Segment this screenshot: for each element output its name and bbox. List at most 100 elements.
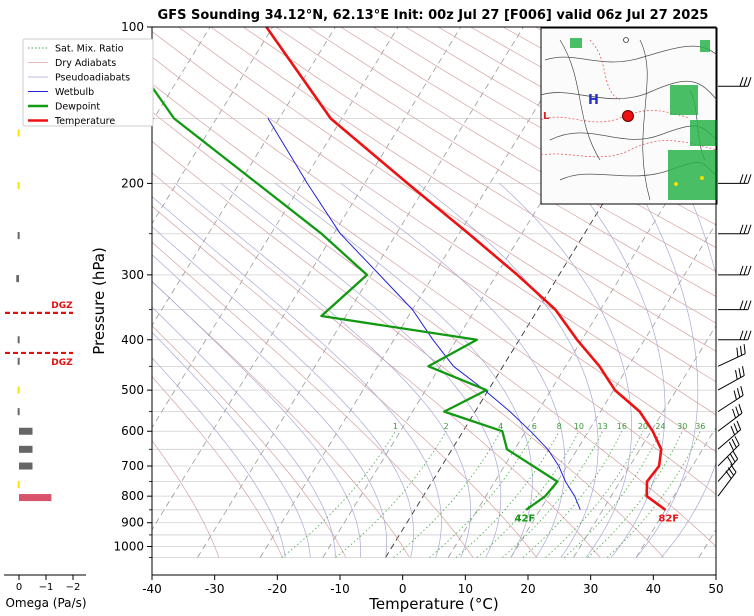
- y-tick-label: 200: [121, 176, 144, 190]
- y-axis-label: Pressure (hPa): [90, 247, 108, 355]
- x-tick-label: 20: [520, 582, 535, 596]
- x-tick-label: -10: [330, 582, 350, 596]
- barb-feather: [734, 436, 740, 446]
- wind-barb-shaft: [717, 366, 745, 391]
- legend: Sat. Mix. Ratio Dry Adiabats Pseudoadiabat…: [22, 38, 154, 127]
- pseudoadiabat: [175, 183, 471, 558]
- isotherm: [0, 27, 22, 558]
- plot-grid: [0, 27, 716, 558]
- legend-label: Dewpoint: [55, 102, 100, 113]
- wind-barb-shaft: [717, 404, 743, 432]
- omega-axis-label: Omega (Pa/s): [5, 596, 86, 610]
- x-tick-label: 40: [646, 582, 661, 596]
- wind-barb: [718, 77, 752, 87]
- y-tick-label: 900: [121, 516, 144, 530]
- x-tick-label: 50: [708, 582, 723, 596]
- mixing-ratio-label: 13: [598, 422, 608, 431]
- wind-barb: [717, 385, 744, 413]
- isotherm: [197, 27, 524, 558]
- barb-feather: [743, 224, 748, 234]
- omega-tick-label: −2: [66, 582, 81, 593]
- mixing-ratio-line: [606, 431, 701, 558]
- omega-tick-label: 0: [16, 582, 22, 593]
- mixing-ratio-line: [281, 430, 396, 558]
- mixing-ratio-label: 2: [444, 422, 449, 431]
- mixing-ratio-line: [545, 431, 644, 558]
- mixing-ratio-label: 4: [498, 422, 503, 431]
- x-tick-label: 30: [583, 582, 598, 596]
- mixing-ratio-label: 36: [695, 422, 705, 431]
- dry-adiabat: [152, 83, 716, 495]
- wind-barb: [717, 436, 740, 467]
- barb-feather: [742, 366, 745, 376]
- x-axis-label: Temperature (°C): [368, 595, 498, 613]
- pseudoadiabat: [573, 183, 666, 558]
- isotherm: [385, 27, 712, 558]
- wind-barb: [717, 464, 737, 497]
- pseudoadiabat: [152, 357, 286, 558]
- sounding-location-marker: [622, 110, 634, 122]
- omega-bar: [17, 232, 20, 240]
- barb-feather: [725, 470, 732, 479]
- dry-adiabat: [152, 140, 664, 558]
- wind-barb: [717, 450, 739, 482]
- pseudoadiabat: [661, 183, 716, 558]
- barb-staff: [717, 394, 744, 413]
- barb-feather: [747, 330, 752, 340]
- barb-staff: [717, 375, 745, 391]
- mixing-ratio-line: [522, 431, 623, 558]
- dry-adiabat: [152, 31, 716, 416]
- dry-adiabat: [243, 27, 716, 324]
- mixing-ratio-line: [335, 430, 447, 558]
- omega-bar: [19, 462, 33, 470]
- barb-feather: [727, 456, 733, 466]
- wind-barb-shaft: [718, 174, 752, 184]
- dewpoint-line: [152, 85, 559, 511]
- dry-adiabat: [152, 111, 716, 547]
- barb-staff: [717, 353, 746, 367]
- dry-adiabat: [152, 172, 601, 558]
- barb-feather: [727, 467, 735, 476]
- barb-feather: [731, 438, 737, 448]
- mixing-ratio-line: [564, 431, 661, 558]
- wind-barb: [718, 330, 752, 341]
- dry-adiabat: [210, 27, 716, 352]
- wind-barb: [718, 300, 752, 311]
- barb-feather: [739, 224, 744, 234]
- y-tick-label: 1000: [113, 540, 144, 554]
- wind-barb-shaft: [718, 300, 752, 311]
- wind-barbs: [717, 77, 752, 497]
- axes: -40 -30 -20 -10 0 10 20 30 40 50 1000 900 800 700 600 5…: [113, 20, 723, 596]
- wind-barb-shaft: [717, 464, 737, 497]
- wind-barb-shaft: [718, 77, 752, 87]
- y-tick-label: 800: [121, 489, 144, 503]
- legend-label: Sat. Mix. Ratio: [55, 44, 124, 55]
- pseudoadiabat: [417, 183, 599, 558]
- isotherm: [259, 27, 587, 558]
- pseudoadiabat: [634, 183, 699, 558]
- mixing-ratio-label: 24: [655, 422, 665, 431]
- wind-barb: [718, 224, 752, 235]
- chart-title: GFS Sounding 34.12°N, 62.13°E Init: 00z …: [158, 8, 709, 23]
- dry-adiabat: [152, 205, 537, 558]
- high-pressure-label: H: [588, 93, 599, 108]
- omega-bar: [17, 336, 20, 344]
- barb-feather: [739, 300, 744, 310]
- pseudoadiabat: [152, 254, 387, 558]
- mixing-ratio-line: [455, 431, 560, 558]
- barb-feather: [739, 330, 744, 340]
- omega-bar: [19, 445, 33, 453]
- omega-bar: [17, 408, 20, 416]
- y-tick-label: 500: [121, 383, 144, 397]
- mixing-ratio-label: 10: [574, 422, 584, 431]
- omega-bar: [17, 481, 20, 489]
- barb-staff: [717, 429, 741, 450]
- surface-temperature-label: 82F: [658, 513, 679, 524]
- isotherm: [510, 222, 716, 558]
- isotherm: [573, 324, 716, 558]
- dgz-label: DGZ: [51, 358, 73, 368]
- y-tick-label: 700: [121, 459, 144, 473]
- mixing-ratio-line: [393, 431, 501, 558]
- barb-feather: [739, 265, 744, 276]
